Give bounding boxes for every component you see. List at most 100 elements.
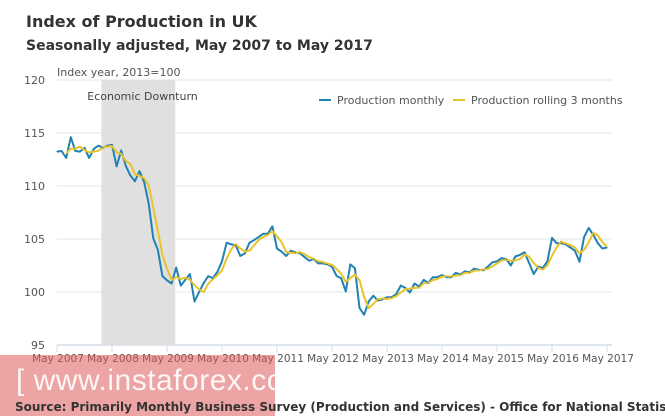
- data-point-monthly: [65, 157, 67, 159]
- data-point-monthly: [413, 282, 416, 285]
- chart-subtitle: Seasonally adjusted, May 2007 to May 201…: [26, 38, 373, 54]
- data-point-monthly: [542, 267, 544, 269]
- data-point-monthly: [523, 251, 526, 253]
- data-point-monthly: [404, 287, 406, 289]
- data-point-monthly: [129, 174, 131, 176]
- data-point-monthly: [345, 290, 347, 293]
- data-point-monthly: [216, 271, 219, 273]
- data-point-monthly: [555, 242, 558, 244]
- data-point-monthly: [322, 262, 324, 264]
- data-point-monthly: [285, 255, 287, 257]
- data-point-monthly: [565, 243, 567, 245]
- data-point-monthly: [326, 263, 329, 266]
- data-point-monthly: [418, 286, 420, 288]
- data-point-monthly: [601, 247, 604, 250]
- data-point-monthly: [258, 236, 260, 238]
- data-point-monthly: [496, 260, 498, 262]
- data-point-monthly: [244, 252, 246, 254]
- data-point-monthly: [546, 260, 549, 262]
- data-point-monthly: [445, 276, 448, 278]
- data-point-monthly: [280, 251, 283, 253]
- y-tick-label: 100: [24, 286, 45, 299]
- x-tick-label: May 2015: [472, 353, 524, 365]
- data-point-monthly: [597, 242, 599, 244]
- data-point-monthly: [170, 282, 173, 285]
- data-point-monthly: [60, 150, 63, 152]
- data-point-monthly: [111, 144, 113, 146]
- data-point-monthly: [299, 252, 301, 254]
- data-point-monthly: [152, 237, 154, 240]
- data-point-monthly: [102, 147, 104, 149]
- data-point-monthly: [184, 279, 186, 281]
- x-tick-label: May 2014: [417, 353, 469, 365]
- data-point-monthly: [331, 265, 333, 268]
- data-point-monthly: [487, 265, 489, 268]
- data-point-monthly: [473, 268, 475, 270]
- data-point-monthly: [478, 269, 480, 271]
- data-point-monthly: [441, 274, 443, 276]
- data-point-monthly: [340, 277, 342, 279]
- y-axis-label: Index year, 2013=100: [57, 66, 181, 79]
- y-tick-label: 120: [24, 74, 45, 87]
- data-point-monthly: [125, 165, 127, 167]
- data-point-monthly: [423, 279, 425, 281]
- data-point-monthly: [335, 275, 338, 277]
- data-point-monthly: [533, 273, 535, 275]
- data-point-monthly: [578, 261, 581, 263]
- data-point-monthly: [464, 270, 466, 272]
- x-tick-label: May 2017: [582, 353, 634, 365]
- data-point-monthly: [386, 296, 388, 298]
- x-tick-label: May 2013: [362, 353, 414, 365]
- data-point-monthly: [97, 145, 99, 147]
- data-point-monthly: [253, 239, 255, 241]
- data-point-monthly: [500, 257, 503, 259]
- data-point-monthly: [459, 273, 461, 276]
- data-point-monthly: [427, 282, 429, 284]
- data-point-monthly: [537, 265, 539, 268]
- data-point-monthly: [70, 136, 72, 138]
- data-point-monthly: [193, 300, 196, 303]
- data-point-monthly: [519, 254, 521, 256]
- legend-label-rolling[interactable]: Production rolling 3 months: [471, 94, 623, 107]
- data-point-monthly: [455, 272, 457, 274]
- data-point-monthly: [395, 293, 397, 295]
- data-point-monthly: [468, 271, 471, 273]
- data-point-monthly: [505, 258, 507, 260]
- data-point-monthly: [491, 261, 494, 263]
- data-point-monthly: [358, 307, 361, 309]
- data-point-monthly: [138, 170, 141, 172]
- data-point-monthly: [372, 295, 374, 297]
- data-point-monthly: [56, 150, 58, 153]
- data-point-monthly: [606, 246, 608, 249]
- downturn-shade: [101, 80, 176, 345]
- data-point-monthly: [221, 260, 223, 262]
- data-point-monthly: [294, 251, 296, 253]
- y-tick-label: 110: [24, 180, 45, 193]
- data-point-monthly: [148, 202, 150, 205]
- data-point-monthly: [225, 242, 228, 244]
- data-point-monthly: [83, 147, 86, 149]
- legend-label-monthly[interactable]: Production monthly: [337, 94, 445, 107]
- data-point-monthly: [349, 263, 351, 266]
- data-point-monthly: [514, 255, 516, 258]
- data-point-monthly: [271, 225, 274, 227]
- data-point-monthly: [207, 275, 209, 277]
- data-point-monthly: [79, 150, 81, 153]
- data-point-monthly: [592, 234, 594, 236]
- data-point-monthly: [157, 249, 159, 251]
- data-point-monthly: [161, 275, 164, 277]
- data-point-monthly: [115, 165, 118, 167]
- data-point-monthly: [303, 256, 306, 258]
- data-point-monthly: [308, 260, 310, 262]
- data-point-monthly: [180, 285, 182, 287]
- data-point-monthly: [588, 227, 590, 229]
- data-point-monthly: [313, 258, 315, 260]
- data-point-monthly: [528, 262, 530, 264]
- data-point-monthly: [198, 291, 200, 293]
- data-point-monthly: [166, 279, 168, 281]
- data-point-monthly: [88, 157, 90, 159]
- data-point-monthly: [583, 236, 585, 238]
- data-point-monthly: [482, 269, 484, 271]
- y-tick-label: 105: [24, 233, 45, 246]
- watermark: [ www.instaforex.com ]: [0, 355, 327, 416]
